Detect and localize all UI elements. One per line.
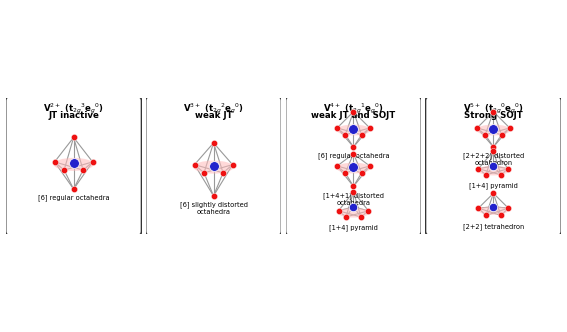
Text: Strong SOJT: Strong SOJT [464, 111, 523, 120]
Text: [6] regular octahedra: [6] regular octahedra [38, 195, 109, 201]
FancyBboxPatch shape [286, 97, 421, 235]
Text: V$^{3+}$ (t$_{2g}$$^{2}$e$_g$$^{0}$): V$^{3+}$ (t$_{2g}$$^{2}$e$_g$$^{0}$) [183, 102, 244, 116]
Text: [2+2] tetrahedron: [2+2] tetrahedron [463, 223, 524, 230]
Text: V$^{5+}$ (t$_{2g}$$^{0}$e$_g$$^{0}$): V$^{5+}$ (t$_{2g}$$^{0}$e$_g$$^{0}$) [463, 102, 524, 116]
Text: V$^{4+}$ (t$_{2g}$$^{1}$e$_g$$^{0}$): V$^{4+}$ (t$_{2g}$$^{1}$e$_g$$^{0}$) [323, 102, 384, 116]
Ellipse shape [336, 163, 371, 174]
Text: weak JT and SOJT: weak JT and SOJT [311, 111, 396, 120]
FancyBboxPatch shape [6, 97, 142, 235]
Text: [6] slightly distorted
octahedra: [6] slightly distorted octahedra [180, 201, 248, 215]
FancyBboxPatch shape [146, 97, 281, 235]
Ellipse shape [338, 208, 369, 217]
Ellipse shape [54, 158, 94, 171]
Text: [1+4+1] distorted
octahedra: [1+4+1] distorted octahedra [323, 192, 384, 206]
Ellipse shape [479, 206, 509, 215]
Text: [2+2+2] distorted
octahedron: [2+2+2] distorted octahedron [463, 152, 524, 166]
Text: JT inactive: JT inactive [48, 111, 99, 120]
FancyBboxPatch shape [425, 97, 561, 235]
Ellipse shape [476, 124, 510, 135]
Ellipse shape [336, 124, 371, 135]
Text: weak JT: weak JT [194, 111, 232, 120]
Text: [1+4] pyramid: [1+4] pyramid [469, 182, 518, 189]
Text: V$^{2+}$ (t$_{2g}$$^{3}$e$_g$$^{0}$): V$^{2+}$ (t$_{2g}$$^{3}$e$_g$$^{0}$) [43, 102, 104, 116]
Ellipse shape [478, 166, 509, 175]
Text: [1+4] pyramid: [1+4] pyramid [329, 224, 378, 231]
Text: [6] regular octahedra: [6] regular octahedra [318, 152, 390, 159]
Ellipse shape [193, 161, 234, 174]
